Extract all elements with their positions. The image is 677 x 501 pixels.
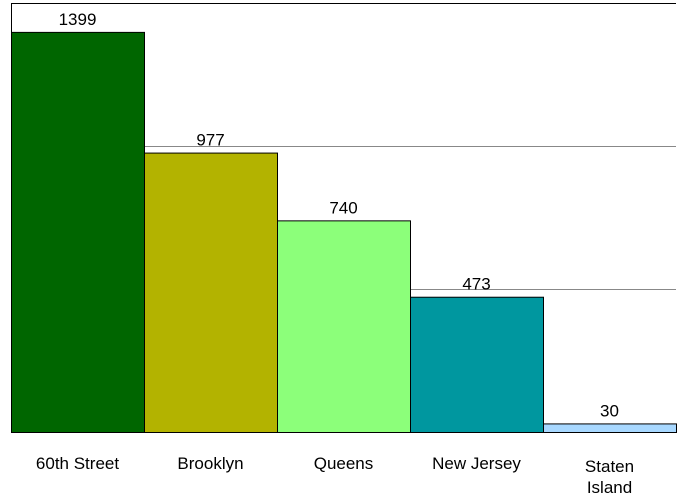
category-labels: 60th Street Brooklyn Queens New Jersey State…: [36, 454, 634, 497]
value-label: 1399: [59, 10, 97, 29]
category-label: 60th Street: [36, 454, 119, 473]
category-label: New Jersey: [432, 454, 521, 473]
value-label: 977: [196, 131, 224, 150]
bars: [11, 31, 677, 434]
category-label: Queens: [314, 454, 374, 473]
category-label: Brooklyn: [177, 454, 243, 473]
bar-brooklyn: [144, 152, 278, 433]
bar-60th-street: [11, 31, 145, 434]
value-label: 473: [462, 275, 490, 294]
bar-new-jersey: [410, 296, 544, 433]
category-label: Staten Island: [585, 457, 634, 497]
bar-queens: [277, 220, 411, 433]
value-label: 740: [329, 198, 357, 217]
bar-staten-island: [543, 423, 677, 434]
value-labels: 1399 977 740 473 30: [59, 10, 619, 421]
plot-frame: [11, 3, 676, 433]
value-label: 30: [600, 401, 619, 420]
